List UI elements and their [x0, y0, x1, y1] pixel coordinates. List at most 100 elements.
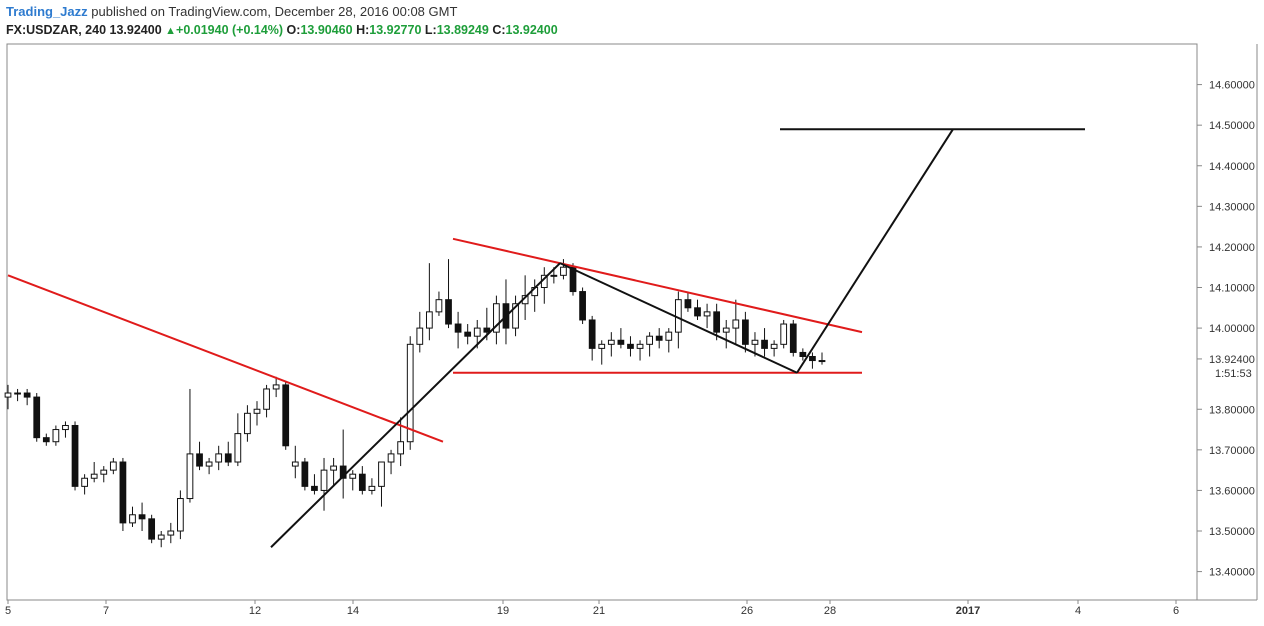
- candle-body: [579, 291, 586, 321]
- trendline[interactable]: [559, 262, 798, 374]
- y-tick-label: 13.40000: [1209, 567, 1255, 579]
- candle-body: [301, 461, 309, 487]
- candle-body: [483, 327, 491, 333]
- candle-body: [42, 437, 50, 443]
- candle-body: [368, 485, 376, 491]
- candle-body: [157, 534, 165, 540]
- candle-body: [713, 311, 721, 333]
- candle-body: [100, 469, 108, 475]
- publish-line: Trading_Jazz published on TradingView.co…: [6, 3, 1256, 21]
- candle-body: [694, 307, 701, 317]
- chart-header: Trading_Jazz published on TradingView.co…: [6, 3, 1256, 39]
- y-tick-label: 13.50000: [1209, 526, 1255, 538]
- candle-body: [742, 319, 749, 345]
- candle-body: [598, 343, 606, 349]
- candle-body: [234, 433, 242, 463]
- candle-body: [282, 384, 290, 447]
- candle-body: [119, 461, 127, 524]
- low-value: 13.89249: [436, 23, 489, 37]
- candle-body: [406, 343, 414, 443]
- x-tick-label: 2017: [956, 605, 980, 617]
- candle-body: [684, 299, 692, 309]
- candle-body: [454, 323, 462, 333]
- candle-body: [33, 396, 41, 439]
- up-triangle-icon: ▲: [165, 25, 177, 37]
- candle-body: [722, 327, 730, 333]
- candle-body: [789, 323, 797, 353]
- y-tick-label: 14.20000: [1209, 242, 1255, 254]
- countdown-label: 1:51:53: [1215, 368, 1252, 380]
- high-value: 13.92770: [369, 23, 422, 37]
- candle-body: [320, 469, 328, 491]
- candle-body: [770, 343, 778, 349]
- ohlc-line: FX:USDZAR, 240 13.92400 ▲+0.01940 (+0.14…: [6, 21, 1256, 39]
- candle-body: [607, 339, 615, 345]
- candle-body: [330, 465, 337, 471]
- candle-body: [253, 408, 261, 414]
- candle-body: [425, 311, 433, 329]
- x-tick-label: 12: [249, 605, 261, 617]
- y-tick-label: 14.30000: [1209, 201, 1255, 213]
- y-tick-label: 14.10000: [1209, 283, 1255, 295]
- x-tick-label: 6: [1173, 605, 1179, 617]
- candle-body: [435, 299, 443, 313]
- x-tick-label: 26: [741, 605, 753, 617]
- candle-body: [378, 461, 385, 487]
- candle-body: [311, 485, 318, 491]
- trendline[interactable]: [270, 262, 561, 548]
- candle-body: [818, 360, 826, 363]
- y-tick-label: 14.40000: [1209, 161, 1255, 173]
- candle-body: [588, 319, 596, 349]
- candle-body: [186, 453, 194, 500]
- price-change: +0.01940 (+0.14%): [176, 23, 284, 37]
- candle-body: [809, 355, 816, 362]
- candle-body: [550, 274, 558, 277]
- x-tick-label: 19: [497, 605, 509, 617]
- candle-body: [90, 473, 98, 479]
- candle-body: [493, 303, 500, 333]
- x-tick-label: 21: [593, 605, 605, 617]
- y-tick-label: 14.60000: [1209, 80, 1255, 92]
- candle-body: [109, 461, 117, 471]
- candle-body: [780, 323, 788, 345]
- candle-body: [799, 351, 807, 357]
- author-link[interactable]: Trading_Jazz: [6, 4, 88, 19]
- candle-body: [387, 453, 395, 463]
- trendline[interactable]: [7, 274, 444, 443]
- candle-body: [196, 453, 203, 467]
- trendline[interactable]: [452, 237, 863, 334]
- time-axis[interactable]: 5 7 12 14 19 21 26 28 2017 4 6: [5, 600, 1179, 617]
- candle-body: [23, 392, 31, 398]
- candle-body: [464, 331, 472, 337]
- candle-body: [244, 412, 251, 435]
- low-label: L:: [424, 23, 437, 37]
- candle-body: [397, 441, 405, 455]
- candle-body: [416, 327, 424, 345]
- candle-body: [81, 477, 88, 487]
- candle-body: [358, 473, 366, 491]
- trendline[interactable]: [796, 128, 954, 374]
- candle-body: [560, 266, 567, 276]
- y-tick-label: 14.00000: [1209, 323, 1255, 335]
- open-label: O:: [286, 23, 301, 37]
- trendlines[interactable]: [7, 128, 1085, 548]
- candle-body: [215, 453, 223, 463]
- y-tick-label: 13.60000: [1209, 485, 1255, 497]
- y-tick-label: 13.80000: [1209, 404, 1255, 416]
- candle-body: [349, 473, 357, 479]
- candle-body: [138, 514, 146, 520]
- x-tick-label: 5: [5, 605, 11, 617]
- close-value: 13.92400: [505, 23, 558, 37]
- candle-body: [52, 429, 60, 443]
- candle-body: [445, 299, 452, 325]
- open-value: 13.90460: [300, 23, 353, 37]
- candle-body: [272, 384, 280, 390]
- price-axis[interactable]: 14.60000 14.50000 14.40000 14.30000 14.20000…: [1197, 80, 1255, 579]
- candle-body: [751, 339, 759, 345]
- candle-body: [636, 343, 644, 349]
- candle-body: [761, 339, 768, 349]
- candle-body: [148, 518, 156, 540]
- candle-body: [4, 392, 12, 398]
- candle-body: [627, 343, 634, 349]
